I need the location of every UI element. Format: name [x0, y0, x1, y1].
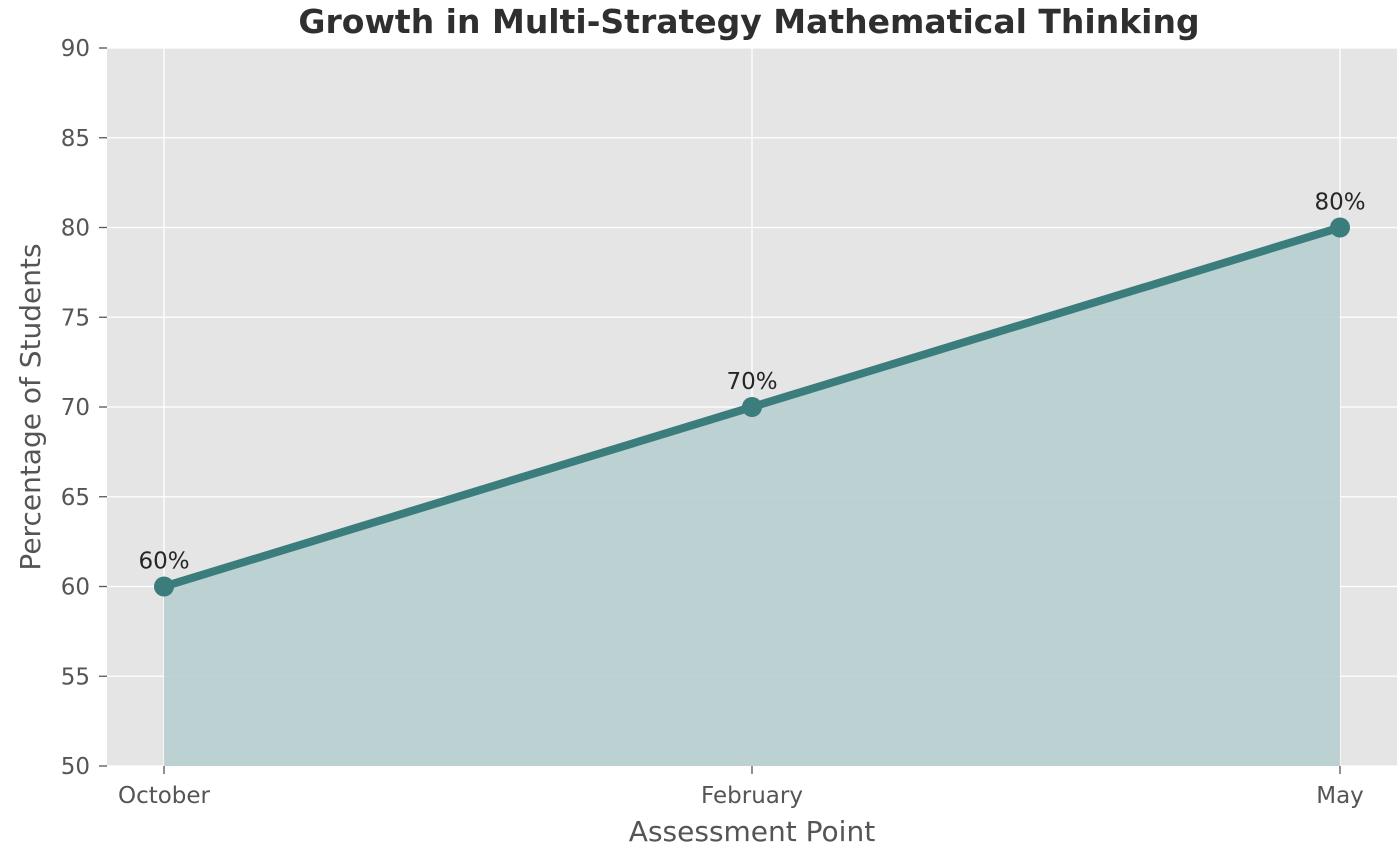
y-tick-label: 60 [61, 575, 90, 601]
data-point [1330, 217, 1350, 238]
x-axis-ticks: October February May [118, 766, 1364, 809]
x-axis-label: Assessment Point [629, 815, 875, 848]
series-points [154, 217, 1350, 597]
data-label: 70% [726, 369, 777, 395]
x-tick-label: October [118, 783, 211, 809]
data-point [742, 397, 762, 417]
y-axis-label: Percentage of Students [14, 243, 47, 570]
data-labels: 60% 70% 80% [138, 190, 1365, 575]
chart-title: Growth in Multi-Strategy Mathematical Th… [298, 2, 1199, 41]
data-point [154, 576, 174, 597]
y-tick-label: 65 [61, 485, 90, 511]
y-tick-label: 55 [61, 664, 90, 690]
data-label: 60% [138, 549, 189, 575]
y-tick-label: 75 [61, 305, 90, 331]
series-area-fill [164, 227, 1340, 766]
x-tick-label: February [701, 783, 803, 809]
y-tick-label: 70 [61, 395, 90, 421]
data-label: 80% [1314, 190, 1365, 216]
y-tick-label: 85 [61, 126, 90, 152]
y-tick-label: 90 [61, 36, 90, 62]
y-tick-label: 80 [61, 216, 90, 242]
y-tick-label: 50 [61, 754, 90, 780]
x-tick-label: May [1316, 783, 1364, 809]
y-axis-ticks: 50 55 60 65 70 75 80 85 90 [61, 36, 107, 780]
